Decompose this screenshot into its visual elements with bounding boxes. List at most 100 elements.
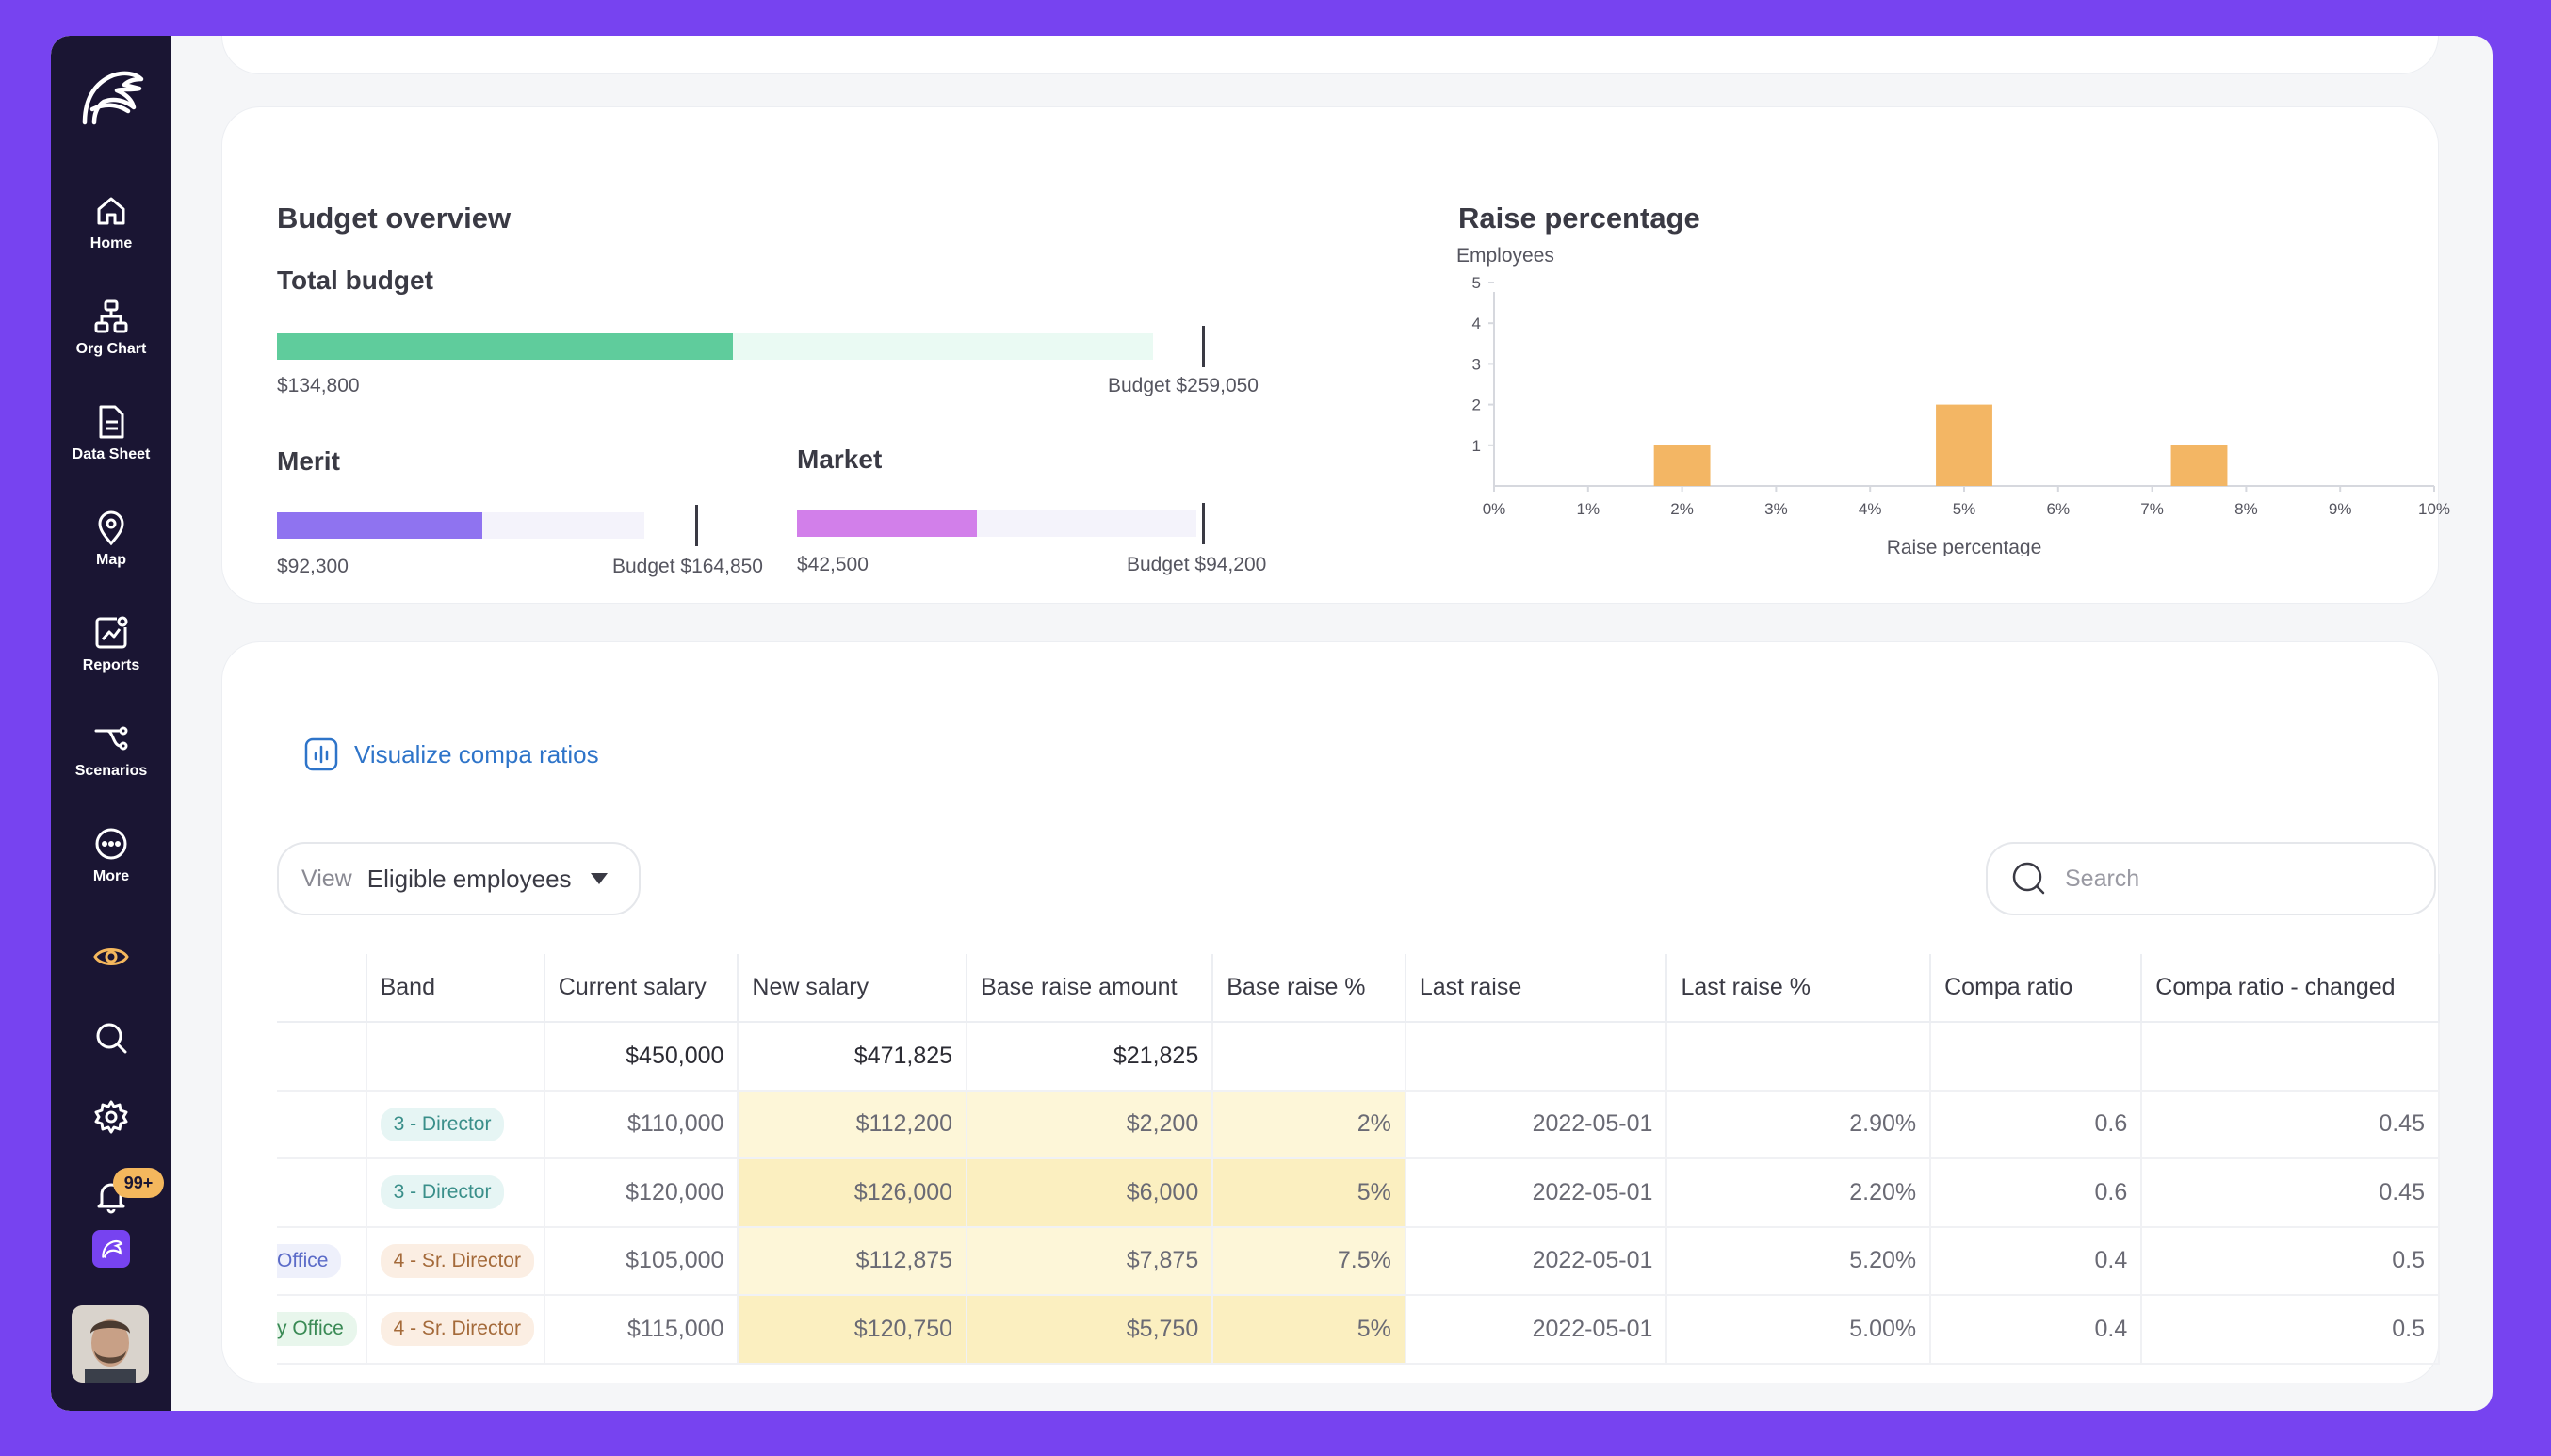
total-spent-value: $134,800 bbox=[277, 375, 360, 396]
merit-spent-value: $92,300 bbox=[277, 556, 349, 577]
raise-amount-cell[interactable]: $6,000 bbox=[967, 1158, 1214, 1228]
x-tick-label: 6% bbox=[2047, 500, 2071, 518]
view-dropdown-value: Eligible employees bbox=[366, 864, 572, 893]
column-header[interactable]: Band bbox=[366, 954, 545, 1023]
search-icon bbox=[2012, 862, 2045, 895]
total-current-salary: $450,000 bbox=[544, 1022, 739, 1092]
column-header[interactable]: Current salary bbox=[544, 954, 739, 1023]
new-salary-cell[interactable]: $126,000 bbox=[738, 1158, 968, 1228]
reports-icon bbox=[95, 616, 128, 649]
notifications-button[interactable]: 99+ bbox=[51, 1168, 171, 1224]
table-row[interactable]: Office 4 - Sr. Director $105,000 $112,87… bbox=[277, 1226, 2440, 1296]
histogram-bar bbox=[2170, 445, 2228, 486]
merit-bar bbox=[277, 512, 644, 539]
column-header[interactable]: Base raise % bbox=[1212, 954, 1406, 1023]
settings-button[interactable] bbox=[51, 1089, 171, 1145]
x-tick-label: 7% bbox=[2140, 500, 2164, 518]
raise-percent-cell[interactable]: 5% bbox=[1212, 1295, 1406, 1365]
sidebar-item-org-chart[interactable]: Org Chart bbox=[51, 281, 171, 375]
x-tick-label: 3% bbox=[1764, 500, 1788, 518]
employee-table: Band Current salary New salary Base rais… bbox=[277, 954, 2440, 1365]
column-header[interactable]: Compa ratio bbox=[1930, 954, 2143, 1023]
merit-fill bbox=[277, 512, 483, 539]
sidebar-item-label: Data Sheet bbox=[72, 446, 151, 462]
sidebar-item-label: Reports bbox=[82, 657, 140, 673]
last-raise-percent-cell: 5.20% bbox=[1666, 1226, 1932, 1296]
current-salary-cell: $120,000 bbox=[544, 1158, 739, 1228]
sidebar-item-home[interactable]: Home bbox=[51, 175, 171, 269]
band-chip: 3 - Director bbox=[380, 1107, 505, 1141]
raise-amount-cell[interactable]: $7,875 bbox=[967, 1226, 1214, 1296]
x-axis-label: Raise percentage bbox=[1887, 537, 2042, 556]
band-chip: 4 - Sr. Director bbox=[380, 1312, 534, 1347]
sidebar-item-scenarios[interactable]: Scenarios bbox=[51, 703, 171, 797]
visibility-button[interactable] bbox=[51, 929, 171, 985]
sidebar-item-label: Map bbox=[96, 552, 126, 568]
market-spent-value: $42,500 bbox=[797, 554, 869, 575]
home-icon bbox=[97, 197, 125, 225]
sidebar: Home Org Chart Data Sheet Map Reports Sc… bbox=[51, 36, 171, 1411]
table-row[interactable]: y Office 4 - Sr. Director $115,000 $120,… bbox=[277, 1295, 2440, 1365]
raise-percent-cell[interactable]: 7.5% bbox=[1212, 1226, 1406, 1296]
x-tick-label: 9% bbox=[2329, 500, 2352, 518]
more-icon bbox=[95, 828, 127, 860]
new-salary-cell[interactable]: $120,750 bbox=[738, 1295, 968, 1365]
gear-icon bbox=[94, 1100, 128, 1134]
search-button[interactable] bbox=[51, 1010, 171, 1066]
search-input[interactable] bbox=[2065, 865, 2423, 893]
sidebar-item-data-sheet[interactable]: Data Sheet bbox=[51, 386, 171, 480]
sidebar-item-label: Scenarios bbox=[74, 763, 148, 779]
raise-percentage-chart: Employees 1 2 3 4 5 0% 1% 2% 3% 4% 5% 6% 7% 8% 9% 10% Rai… bbox=[1456, 245, 2450, 556]
sidebar-item-label: Org Chart bbox=[75, 341, 147, 357]
compa-ratio-changed-cell: 0.45 bbox=[2141, 1158, 2440, 1228]
column-header[interactable]: Base raise amount bbox=[967, 954, 1214, 1023]
column-header[interactable]: Last raise % bbox=[1666, 954, 1932, 1023]
current-salary-cell: $105,000 bbox=[544, 1226, 739, 1296]
total-budget-value: Budget $259,050 bbox=[1108, 375, 1259, 396]
x-tick-label: 0% bbox=[1483, 500, 1506, 518]
raise-chart-title: Raise percentage bbox=[1458, 202, 1700, 235]
table-cell bbox=[1930, 1022, 2143, 1092]
column-header[interactable]: Last raise bbox=[1405, 954, 1668, 1023]
caret-down-icon bbox=[590, 873, 608, 884]
table-row[interactable]: 3 - Director $110,000 $112,200 $2,200 2%… bbox=[277, 1090, 2440, 1159]
table-row[interactable]: 3 - Director $120,000 $126,000 $6,000 5%… bbox=[277, 1158, 2440, 1228]
workspace-switcher[interactable] bbox=[92, 1230, 130, 1268]
table-cell bbox=[2141, 1022, 2440, 1092]
search-icon bbox=[96, 1023, 127, 1054]
total-budget-marker bbox=[1202, 326, 1205, 367]
new-salary-cell[interactable]: $112,200 bbox=[738, 1090, 968, 1159]
brand-logo-icon[interactable] bbox=[75, 62, 147, 130]
market-budget-value: Budget $94,200 bbox=[1127, 554, 1267, 575]
merit-budget-value: Budget $164,850 bbox=[612, 556, 763, 577]
new-salary-cell[interactable]: $112,875 bbox=[738, 1226, 968, 1296]
total-budget-bar bbox=[277, 333, 1153, 360]
visualize-compa-ratios-link[interactable]: Visualize compa ratios bbox=[303, 736, 599, 772]
user-avatar[interactable] bbox=[72, 1305, 149, 1383]
y-tick-label: 1 bbox=[1472, 437, 1481, 455]
raise-amount-cell[interactable]: $5,750 bbox=[967, 1295, 1214, 1365]
raise-percent-cell[interactable]: 5% bbox=[1212, 1158, 1406, 1228]
y-axis-label: Employees bbox=[1456, 245, 1554, 267]
y-tick-label: 2 bbox=[1472, 396, 1481, 414]
raise-amount-cell[interactable]: $2,200 bbox=[967, 1090, 1214, 1159]
org-chart-icon bbox=[94, 299, 128, 333]
x-tick-label: 2% bbox=[1670, 500, 1694, 518]
column-header[interactable]: Compa ratio - changed bbox=[2141, 954, 2440, 1023]
sidebar-item-reports[interactable]: Reports bbox=[51, 597, 171, 691]
compa-ratio-changed-cell: 0.45 bbox=[2141, 1090, 2440, 1159]
budget-overview-title: Budget overview bbox=[277, 202, 512, 235]
market-bar bbox=[797, 510, 1196, 537]
notification-badge: 99+ bbox=[113, 1168, 164, 1198]
total-budget-title: Total budget bbox=[277, 266, 433, 295]
view-dropdown-label: View bbox=[301, 865, 352, 892]
column-header-name[interactable] bbox=[277, 954, 367, 1023]
last-raise-cell: 2022-05-01 bbox=[1405, 1295, 1668, 1365]
x-tick-label: 5% bbox=[1953, 500, 1976, 518]
sidebar-item-map[interactable]: Map bbox=[51, 492, 171, 586]
raise-percent-cell[interactable]: 2% bbox=[1212, 1090, 1406, 1159]
x-tick-label: 4% bbox=[1859, 500, 1882, 518]
sidebar-item-more[interactable]: More bbox=[51, 808, 171, 902]
view-dropdown[interactable]: View Eligible employees bbox=[277, 842, 641, 915]
column-header[interactable]: New salary bbox=[738, 954, 968, 1023]
